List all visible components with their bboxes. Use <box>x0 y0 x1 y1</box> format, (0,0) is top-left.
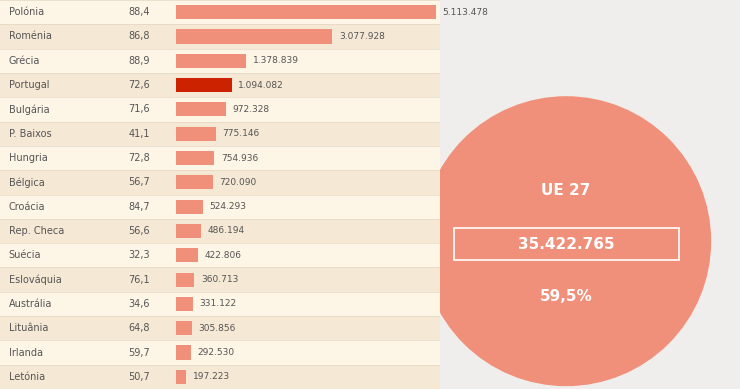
Text: Eslováquia: Eslováquia <box>9 274 61 285</box>
Text: 72,6: 72,6 <box>128 80 149 90</box>
Bar <box>0 49 440 73</box>
Bar <box>0 365 440 389</box>
Text: 1.378.839: 1.378.839 <box>253 56 299 65</box>
Text: 775.146: 775.146 <box>222 129 259 138</box>
Text: Suécia: Suécia <box>9 250 41 260</box>
Text: 486.194: 486.194 <box>207 226 244 235</box>
Text: 1.094.082: 1.094.082 <box>238 81 284 89</box>
Bar <box>176 224 201 238</box>
Text: 720.090: 720.090 <box>219 178 257 187</box>
Text: Rep. Checa: Rep. Checa <box>9 226 64 236</box>
Text: Austrália: Austrália <box>9 299 53 309</box>
Bar <box>176 78 232 92</box>
Ellipse shape <box>421 96 711 386</box>
Bar <box>176 321 192 335</box>
Bar <box>176 370 186 384</box>
Text: 41,1: 41,1 <box>128 129 149 139</box>
Bar <box>0 73 440 97</box>
Bar <box>176 175 212 189</box>
Text: 86,8: 86,8 <box>128 32 149 42</box>
Bar <box>176 30 332 44</box>
Text: 5.113.478: 5.113.478 <box>443 8 488 17</box>
Bar <box>0 340 440 365</box>
Text: 88,9: 88,9 <box>128 56 149 66</box>
Bar <box>0 292 440 316</box>
Text: 292.530: 292.530 <box>198 348 235 357</box>
Text: Bélgica: Bélgica <box>9 177 44 187</box>
Text: 59,7: 59,7 <box>128 347 149 357</box>
Bar <box>0 146 440 170</box>
Bar <box>176 200 203 214</box>
Text: 754.936: 754.936 <box>221 154 258 163</box>
Text: 71,6: 71,6 <box>128 104 149 114</box>
Text: 422.806: 422.806 <box>204 251 241 260</box>
Bar <box>176 345 191 359</box>
Bar <box>176 102 226 116</box>
Bar <box>176 248 198 262</box>
Bar <box>176 54 246 68</box>
Bar <box>0 25 440 49</box>
Text: 3.077.928: 3.077.928 <box>339 32 385 41</box>
Text: Letónia: Letónia <box>9 372 45 382</box>
Bar <box>176 151 215 165</box>
Text: Irlanda: Irlanda <box>9 347 43 357</box>
Text: 972.328: 972.328 <box>232 105 269 114</box>
Bar <box>0 97 440 121</box>
Text: 76,1: 76,1 <box>128 275 149 285</box>
Text: 34,6: 34,6 <box>128 299 149 309</box>
Bar <box>0 194 440 219</box>
Text: Bulgária: Bulgária <box>9 104 50 115</box>
Bar <box>176 5 436 19</box>
Bar <box>0 121 440 146</box>
Text: Croácia: Croácia <box>9 202 45 212</box>
Text: 50,7: 50,7 <box>128 372 149 382</box>
Bar <box>176 127 215 141</box>
Bar <box>176 297 193 311</box>
Text: 56,7: 56,7 <box>128 177 149 187</box>
Text: Portugal: Portugal <box>9 80 50 90</box>
Text: 59,5%: 59,5% <box>539 289 593 304</box>
Bar <box>0 243 440 268</box>
Bar <box>176 273 195 287</box>
Text: 72,8: 72,8 <box>128 153 149 163</box>
Text: Polónia: Polónia <box>9 7 44 17</box>
Text: 84,7: 84,7 <box>128 202 149 212</box>
Text: 331.122: 331.122 <box>200 300 237 308</box>
Bar <box>0 268 440 292</box>
Text: Lituânia: Lituânia <box>9 323 48 333</box>
Text: Hungria: Hungria <box>9 153 47 163</box>
Text: 88,4: 88,4 <box>128 7 149 17</box>
Text: 524.293: 524.293 <box>209 202 246 211</box>
Text: 64,8: 64,8 <box>128 323 149 333</box>
Text: 305.856: 305.856 <box>198 324 235 333</box>
Bar <box>0 170 440 194</box>
Bar <box>0 316 440 340</box>
Text: 35.422.765: 35.422.765 <box>518 237 614 252</box>
Text: 197.223: 197.223 <box>192 372 230 381</box>
Text: 360.713: 360.713 <box>201 275 238 284</box>
Text: UE 27: UE 27 <box>542 183 591 198</box>
Text: P. Baixos: P. Baixos <box>9 129 52 139</box>
Text: Grécia: Grécia <box>9 56 40 66</box>
Text: Roménia: Roménia <box>9 32 52 42</box>
Bar <box>0 219 440 243</box>
Text: 32,3: 32,3 <box>128 250 149 260</box>
Text: 56,6: 56,6 <box>128 226 149 236</box>
Bar <box>0 0 440 25</box>
